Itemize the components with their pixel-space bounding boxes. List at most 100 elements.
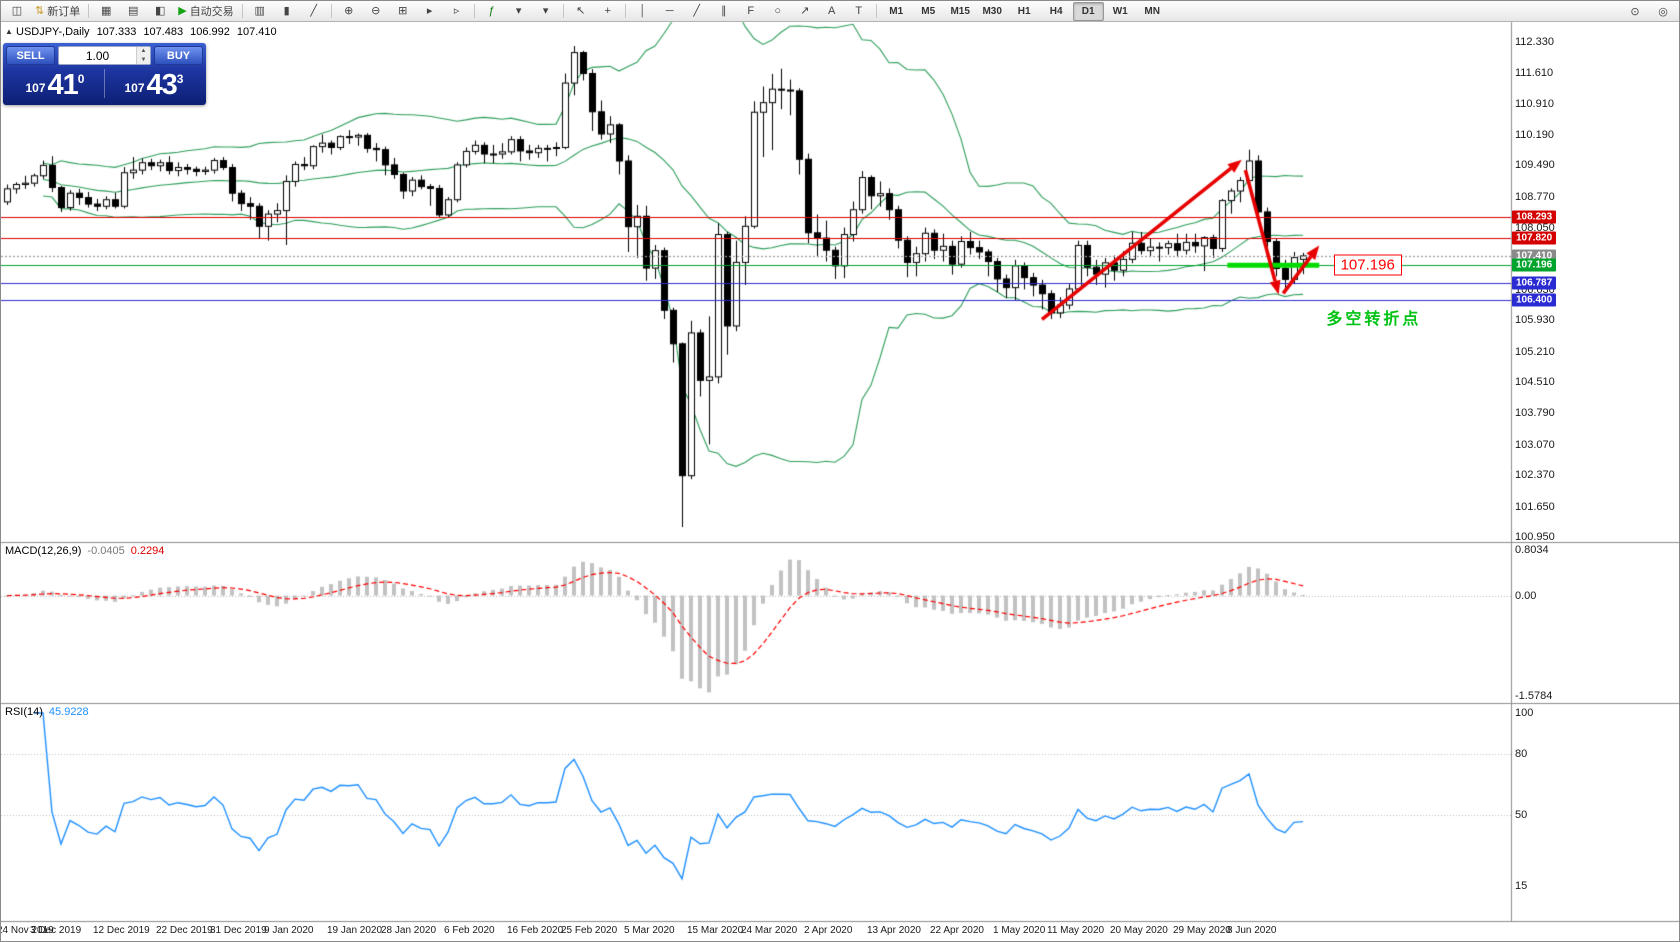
date-axis-label: 12 Dec 2019 [93,925,150,936]
cursor-icon[interactable]: ↖ [568,2,594,21]
volume-up-icon[interactable]: ▲ [137,47,150,56]
macd-scale-label: 0.8034 [1515,544,1549,556]
channel-icon: ∥ [720,4,727,17]
buy-button[interactable]: BUY [154,46,203,65]
trendline-icon[interactable]: ╱ [684,2,710,21]
low-value: 106.992 [190,26,230,38]
text-label-icon[interactable]: T [846,2,872,21]
price-marker: 108.293 [1512,210,1557,224]
vertical-line-icon[interactable]: │ [630,2,656,21]
date-axis-label: 24 Nov 2019 [0,925,54,936]
sell-price[interactable]: 107 41 0 [6,66,104,101]
price-scale-label: 109.490 [1515,159,1555,172]
zoom-out-icon: ⊖ [371,4,381,17]
templates-icon: ▾ [542,4,549,17]
terminal-icon: ◧ [155,4,166,17]
buy-price-small: 107 [124,81,145,95]
price-scale-label: 105.210 [1515,345,1555,358]
macd-scale-label: -1.5784 [1515,690,1553,702]
buy-price-sup: 3 [176,72,184,86]
date-axis-label: 22 Dec 2019 [156,925,213,936]
trade-panel-divider [104,69,105,98]
crosshair-icon[interactable]: + [595,2,621,21]
bars-chart-icon[interactable]: ▥ [247,2,273,21]
charts-icon[interactable]: ▦ [93,2,119,21]
auto-scroll-icon[interactable]: ▸ [417,2,443,21]
volume-input[interactable]: 1.00 ▲ ▼ [58,46,151,65]
volume-down-icon[interactable]: ▼ [137,55,150,64]
price-scale-label: 108.770 [1515,190,1555,203]
price-marker: 106.787 [1512,276,1557,290]
cursor-icon: ↖ [576,4,586,17]
one-click-collapse-arrow[interactable]: ▲ [5,27,13,36]
toolbar-separator [88,4,90,18]
date-axis-label: 5 Mar 2020 [624,925,675,936]
toolbar-separator [330,4,332,18]
arrows-icon: ↗ [800,4,810,17]
date-axis-label: 29 May 2020 [1173,925,1231,936]
timeframe-d1-button[interactable]: D1 [1072,1,1104,21]
sell-button[interactable]: SELL [6,46,55,65]
fibonacci-icon: F [747,4,755,17]
timeframe-m15-button[interactable]: M15 [950,5,970,17]
autotrading-label: 自动交易 [189,6,234,18]
rsi-title: RSI(14) [5,706,43,718]
shapes-icon[interactable]: ○ [765,2,791,21]
buy-price[interactable]: 107 43 3 [105,66,203,101]
timeframe-w1-button[interactable]: W1 [1112,5,1128,17]
channel-icon[interactable]: ∥ [711,2,737,21]
close-value: 107.410 [236,26,277,38]
volume-spinner[interactable]: ▲ ▼ [136,47,150,64]
horizontal-line-icon[interactable]: ─ [657,2,683,21]
price-scale-label: 103.070 [1515,438,1555,451]
profiles-icon: ▤ [128,4,139,17]
templates-icon[interactable]: ▾ [533,2,559,21]
date-axis-label: 22 Apr 2020 [930,925,984,936]
timeframe-m30-button[interactable]: M30 [982,5,1002,17]
timeframe-mn-button[interactable]: MN [1144,5,1160,17]
new-order-button[interactable]: ⇅ 新订单 [31,2,84,21]
timeframe-m5-button[interactable]: M5 [921,5,936,17]
chart-shift-icon: ▹ [453,4,460,17]
date-axis-label: 13 Apr 2020 [867,925,921,936]
bars-chart-icon: ▥ [254,4,265,17]
tile-windows-icon[interactable]: ⊞ [390,2,416,21]
date-axis-label: 9 Jan 2020 [264,925,314,936]
rsi-value: 45.9228 [48,706,89,718]
autotrading-button[interactable]: ▶ 自动交易 [174,2,237,21]
line-chart-icon[interactable]: ╱ [301,2,327,21]
turning-point-text: 多空转折点 [1326,311,1422,329]
price-annotation-label[interactable]: 107.196 [1333,254,1402,276]
new-chart-icon[interactable]: ◫ [4,2,30,21]
zoom-in-icon[interactable]: ⊕ [336,2,362,21]
fibonacci-icon[interactable]: F [738,2,764,21]
indicators-icon[interactable]: ƒ [479,2,505,21]
timeframe-h1-button[interactable]: H1 [1017,5,1031,17]
price-scale-label: 104.510 [1515,376,1555,389]
arrows-icon[interactable]: ↗ [792,2,818,21]
zoom-out-icon[interactable]: ⊖ [363,2,389,21]
volume-value[interactable]: 1.00 [85,48,110,63]
periods-icon[interactable]: ▾ [506,2,532,21]
date-axis-label: 1 May 2020 [993,925,1046,936]
docs-search-icon[interactable]: ⊙ [1630,5,1640,18]
zoom-in-icon: ⊕ [344,4,354,17]
chart-shift-icon[interactable]: ▹ [444,2,470,21]
timeframe-m1-button[interactable]: M1 [889,5,904,17]
candles-chart-icon[interactable]: ▮ [274,2,300,21]
text-icon[interactable]: A [819,2,845,21]
profiles-icon[interactable]: ▤ [120,2,146,21]
date-axis-label: 20 May 2020 [1110,925,1168,936]
timeframe-h4-button[interactable]: H4 [1049,5,1063,17]
terminal-icon[interactable]: ◧ [147,2,173,21]
sell-price-big: 41 [47,69,79,101]
date-axis-label: 28 Jan 2020 [381,925,437,936]
trendline-icon: ╱ [693,4,700,17]
community-icon[interactable]: ◎ [1658,5,1668,18]
text-icon: A [828,4,836,17]
autotrading-icon: ▶ [178,4,187,17]
new-order-label: 新订单 [47,6,81,18]
chart-ohlc-header: USDJPY-,Daily 107.333 107.483 106.992 107.41… [16,26,277,38]
date-axis-label: 6 Feb 2020 [444,925,495,936]
